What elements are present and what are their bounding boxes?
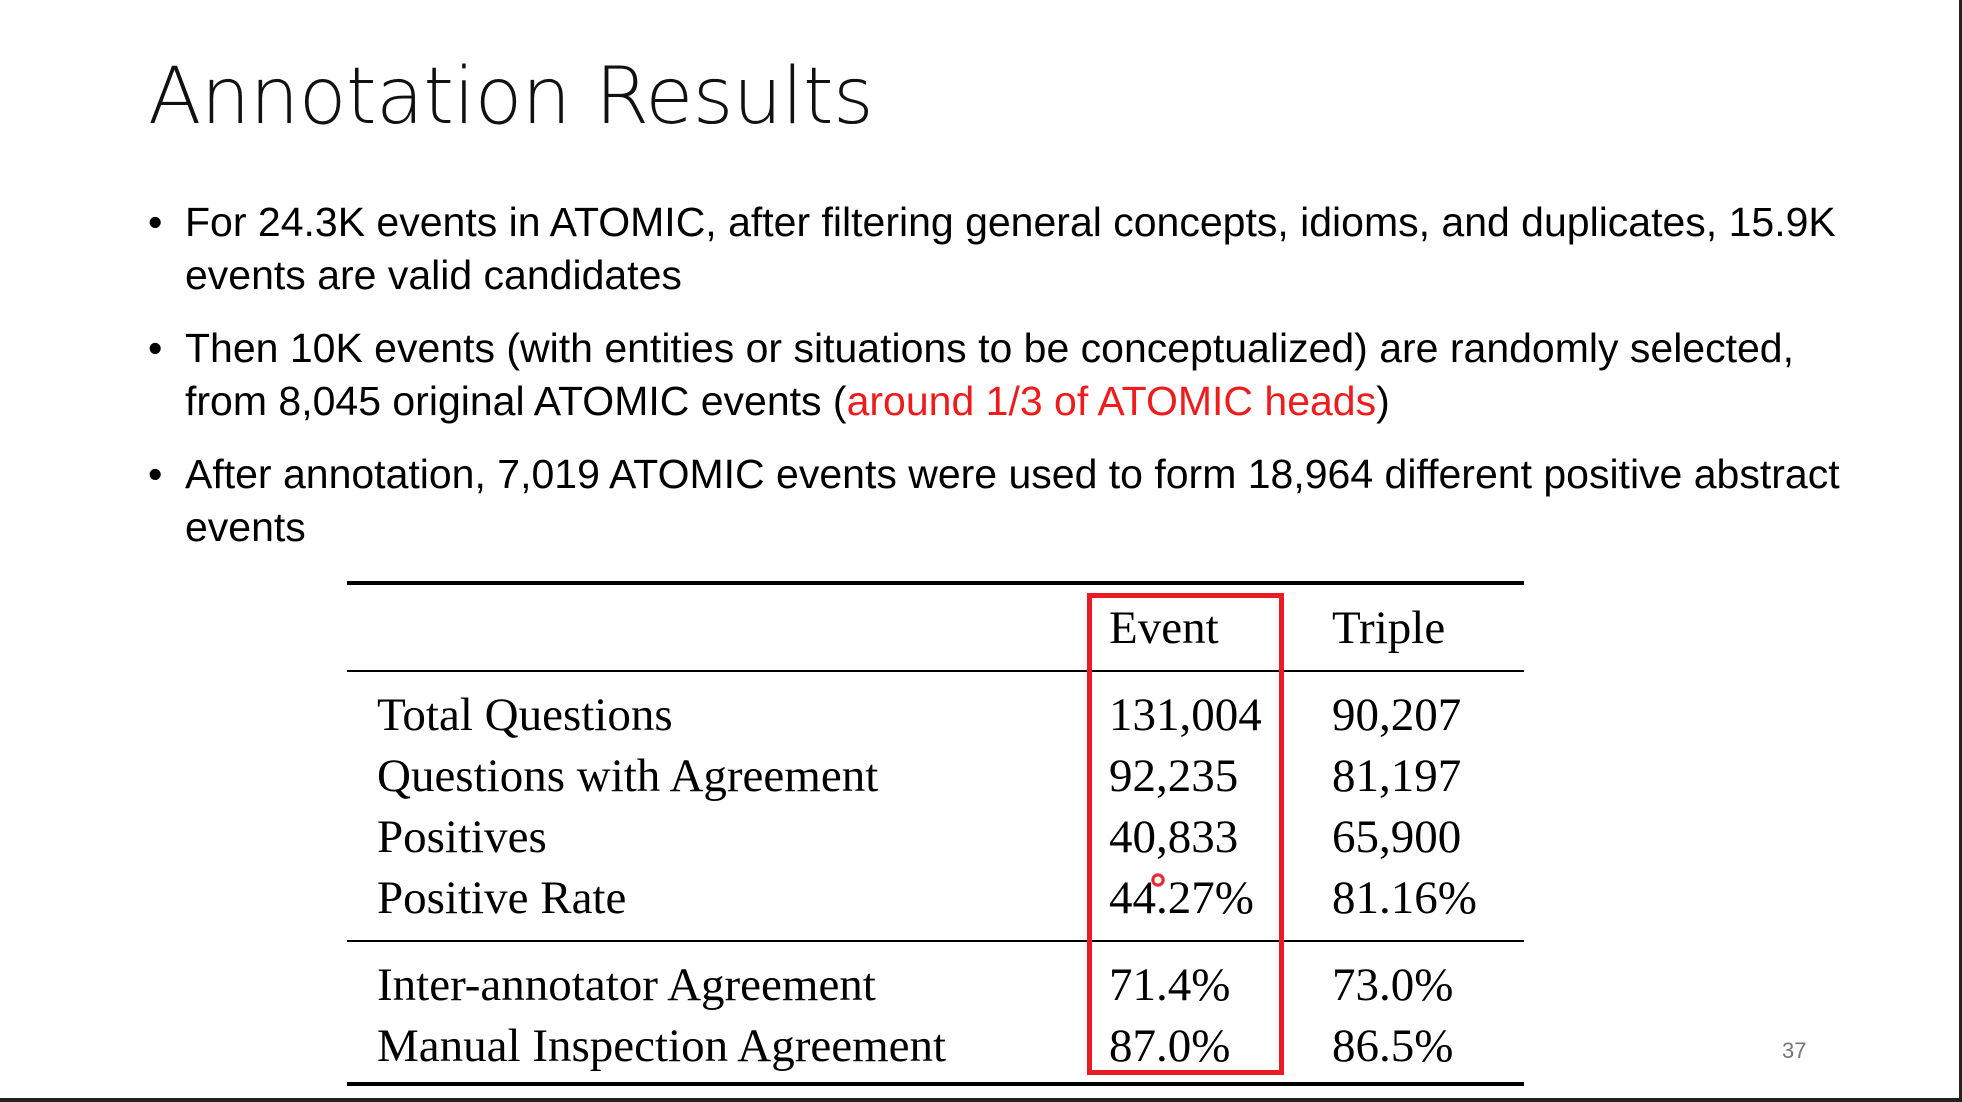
table-row: Questions with Agreement 92,235 81,197 bbox=[347, 745, 1524, 806]
event-cell: 87.0% bbox=[1109, 1019, 1231, 1072]
table-row: Inter-annotator Agreement 71.4% 73.0% bbox=[347, 941, 1524, 1015]
metric-cell: Questions with Agreement bbox=[377, 749, 879, 802]
event-cell: 71.4% bbox=[1109, 958, 1231, 1011]
bullet-item: • After annotation, 7,019 ATOMIC events … bbox=[148, 448, 1868, 554]
event-cell: 44.27% bbox=[1109, 871, 1254, 924]
triple-cell: 81,197 bbox=[1332, 749, 1462, 802]
event-cell: 92,235 bbox=[1109, 749, 1239, 802]
event-cell: 40,833 bbox=[1109, 810, 1239, 863]
highlighted-text: around 1/3 of ATOMIC heads bbox=[846, 378, 1377, 424]
header-triple: Triple bbox=[1332, 601, 1446, 654]
table-row: Total Questions 131,004 90,207 bbox=[347, 671, 1524, 745]
bullet-text-end: ) bbox=[1376, 378, 1390, 424]
triple-cell: 86.5% bbox=[1332, 1019, 1454, 1072]
header-metric bbox=[347, 583, 1087, 671]
bullet-text: For 24.3K events in ATOMIC, after filter… bbox=[185, 199, 1836, 298]
metric-cell: Inter-annotator Agreement bbox=[377, 958, 876, 1011]
results-table-container: Event Triple Total Questions 131,004 90,… bbox=[347, 581, 1524, 1086]
triple-cell: 81.16% bbox=[1332, 871, 1477, 924]
triple-cell: 65,900 bbox=[1332, 810, 1462, 863]
metric-cell: Manual Inspection Agreement bbox=[377, 1019, 947, 1072]
bullet-item: • Then 10K events (with entities or situ… bbox=[148, 322, 1868, 428]
metric-cell: Positive Rate bbox=[377, 871, 627, 924]
right-border bbox=[1959, 0, 1962, 1102]
bullet-dot-icon: • bbox=[148, 325, 163, 371]
event-cell: 131,004 bbox=[1109, 688, 1262, 741]
metric-cell: Positives bbox=[377, 810, 547, 863]
bottom-border bbox=[0, 1098, 1962, 1102]
bullet-list: • For 24.3K events in ATOMIC, after filt… bbox=[148, 196, 1868, 574]
header-event: Event bbox=[1109, 601, 1219, 654]
event-column-highlight-box bbox=[1087, 593, 1284, 1075]
metric-cell: Total Questions bbox=[377, 688, 673, 741]
results-table: Event Triple Total Questions 131,004 90,… bbox=[347, 581, 1524, 1086]
slide-title: Annotation Results bbox=[148, 52, 874, 142]
bullet-text: Then 10K events (with entities or situat… bbox=[185, 325, 1794, 424]
table-row: Positives 40,833 65,900 bbox=[347, 806, 1524, 867]
triple-cell: 90,207 bbox=[1332, 688, 1462, 741]
page-number: 37 bbox=[1782, 1038, 1807, 1063]
table-row: Positive Rate 44.27% 81.16% bbox=[347, 867, 1524, 941]
table-header-row: Event Triple bbox=[347, 583, 1524, 671]
bullet-dot-icon: • bbox=[148, 199, 163, 245]
bullet-item: • For 24.3K events in ATOMIC, after filt… bbox=[148, 196, 1868, 302]
bullet-text: After annotation, 7,019 ATOMIC events we… bbox=[185, 451, 1840, 550]
table-row: Manual Inspection Agreement 87.0% 86.5% bbox=[347, 1015, 1524, 1084]
laser-pointer-icon bbox=[1151, 873, 1165, 887]
triple-cell: 73.0% bbox=[1332, 958, 1454, 1011]
bullet-dot-icon: • bbox=[148, 451, 163, 497]
